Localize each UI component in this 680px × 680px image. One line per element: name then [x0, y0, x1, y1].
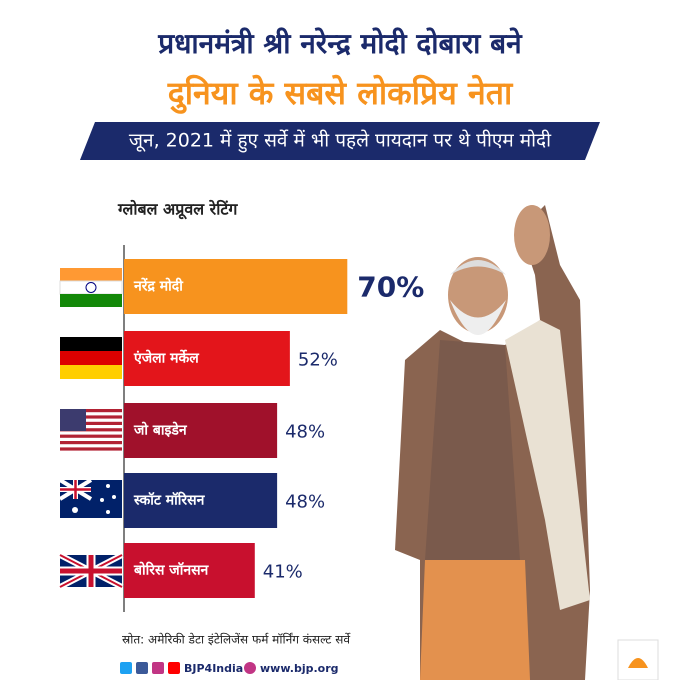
bar	[124, 331, 290, 386]
bar	[124, 543, 255, 598]
bar-label: एंजेला मर्केल	[133, 350, 199, 367]
party-logo-mark	[628, 658, 648, 668]
bar	[124, 473, 278, 528]
value-label: 41%	[263, 562, 303, 583]
bar-label: स्कॉट मॉरिसन	[133, 492, 206, 509]
value-label: 48%	[285, 492, 325, 513]
bar-label: बोरिस जॉनसन	[133, 562, 210, 579]
subtitle: जून, 2021 में हुए सर्वे में भी पहले पायद…	[129, 129, 552, 154]
flag-india	[59, 268, 123, 307]
footer-handle: BJP4India	[184, 662, 243, 675]
bar	[124, 403, 278, 458]
flag-usa	[60, 409, 122, 451]
bar-label: जो बाइडेन	[133, 422, 188, 439]
bar-label: नरेंद्र मोदी	[133, 278, 184, 295]
title-line2: दुनिया के सबसे लोकप्रिय नेता	[167, 74, 514, 114]
person-figure	[395, 205, 590, 680]
axis-label: ग्लोबल अप्रूवल रेटिंग	[117, 200, 238, 220]
value-label: 52%	[298, 350, 338, 371]
value-label: 48%	[285, 422, 325, 443]
value-label: 70%	[357, 271, 424, 304]
social-icons	[120, 662, 256, 674]
title: प्रधानमंत्री श्री नरेन्द्र मोदी दोबारा ब…	[157, 27, 523, 60]
source: स्रोत: अमेरिकी डेटा इंटेलिजेंस फर्म मॉर्…	[122, 633, 351, 647]
flag-australia	[58, 478, 122, 518]
flag-germany	[60, 337, 122, 379]
footer-site: www.bjp.org	[260, 662, 339, 675]
subtitle-banner	[80, 122, 600, 160]
flag-uk	[58, 552, 124, 590]
bar	[124, 259, 348, 314]
